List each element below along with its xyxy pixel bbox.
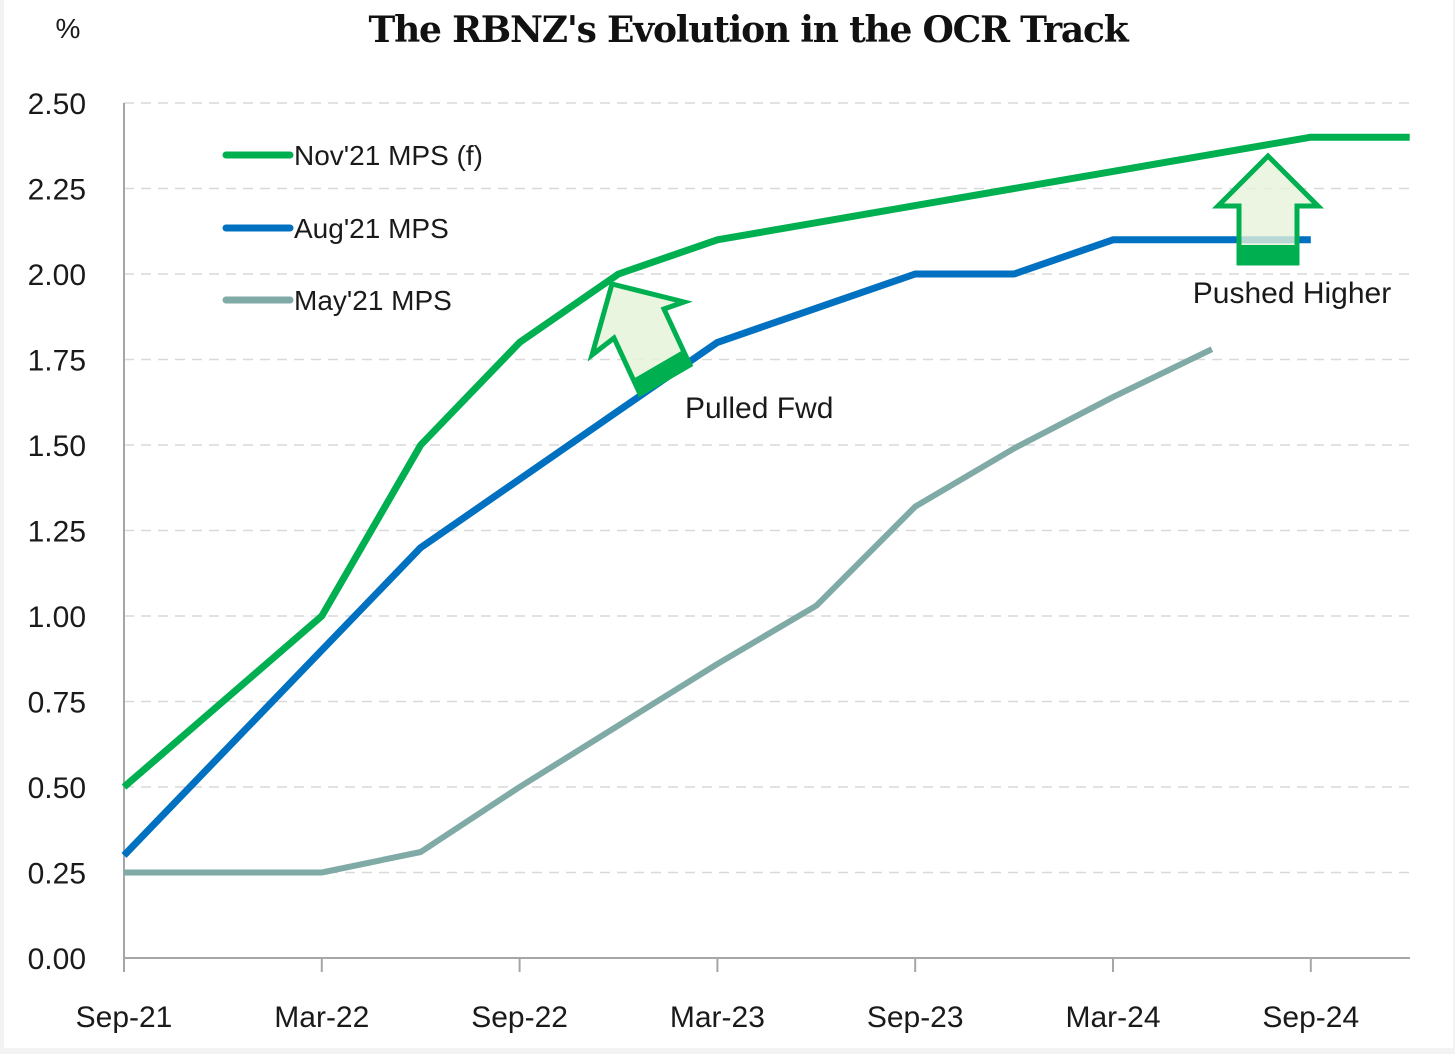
annotation-pulled-fwd: Pulled Fwd — [685, 392, 833, 425]
legend-label: May'21 MPS — [294, 285, 452, 316]
y-tick-label: 2.50 — [28, 88, 86, 121]
x-tick-label: Sep-22 — [471, 1001, 568, 1034]
pushed-higher-arrow — [1211, 152, 1325, 266]
legend-item: Nov'21 MPS (f) — [222, 140, 483, 171]
y-tick-label: 1.00 — [28, 601, 86, 634]
y-tick-label: 1.50 — [28, 430, 86, 463]
series-lines — [121, 133, 1410, 876]
y-tick-label: 1.25 — [28, 516, 86, 549]
y-tick-label: 2.25 — [28, 174, 86, 207]
x-tick-label: Mar-24 — [1065, 1001, 1160, 1034]
x-tick-label: Sep-23 — [867, 1001, 964, 1034]
x-tick-label: Mar-22 — [274, 1001, 369, 1034]
y-tick-label: 0.50 — [28, 772, 86, 805]
chart-title: The RBNZ's Evolution in the OCR Track — [368, 9, 1129, 51]
arrow-base-band — [1239, 245, 1297, 264]
x-tick-label: Mar-23 — [670, 1001, 765, 1034]
pulled-fwd-arrow — [587, 280, 694, 398]
series-line-nov-21-mps-f- — [121, 133, 1410, 790]
annotation-arrows: Pulled Fwd Pushed Higher — [587, 152, 1391, 425]
y-tick-label: 2.00 — [28, 259, 86, 292]
y-tick-label: 0.00 — [28, 943, 86, 976]
legend-label: Nov'21 MPS (f) — [294, 140, 483, 171]
y-axis-unit-label: % — [56, 13, 81, 44]
legend: Nov'21 MPS (f) Aug'21 MPS May'21 MPS — [222, 140, 483, 316]
series-line-may-21-mps — [124, 346, 1214, 876]
series-line-aug-21-mps — [121, 236, 1311, 858]
chart-frame: The RBNZ's Evolution in the OCR Track % … — [4, 0, 1453, 1048]
annotation-pushed-higher: Pushed Higher — [1193, 277, 1391, 310]
arrow-base-band — [633, 350, 690, 394]
ocr-line-chart: The RBNZ's Evolution in the OCR Track % … — [28, 9, 1410, 1034]
y-tick-label: 1.75 — [28, 345, 86, 378]
legend-item: Aug'21 MPS — [222, 213, 449, 244]
x-axis: Sep-21 Mar-22 Sep-22 Mar-23 Sep-23 Mar-24 Sep-… — [76, 103, 1410, 1034]
legend-label: Aug'21 MPS — [294, 213, 449, 244]
x-tick-label: Sep-21 — [76, 1001, 173, 1034]
y-axis-ticks: 0.00 0.25 0.50 0.75 1.00 1.25 1.50 1.75 2.00 2.25… — [28, 88, 86, 976]
y-tick-label: 0.25 — [28, 858, 86, 891]
legend-item: May'21 MPS — [222, 285, 452, 316]
y-tick-label: 0.75 — [28, 687, 86, 720]
x-tick-label: Sep-24 — [1262, 1001, 1359, 1034]
